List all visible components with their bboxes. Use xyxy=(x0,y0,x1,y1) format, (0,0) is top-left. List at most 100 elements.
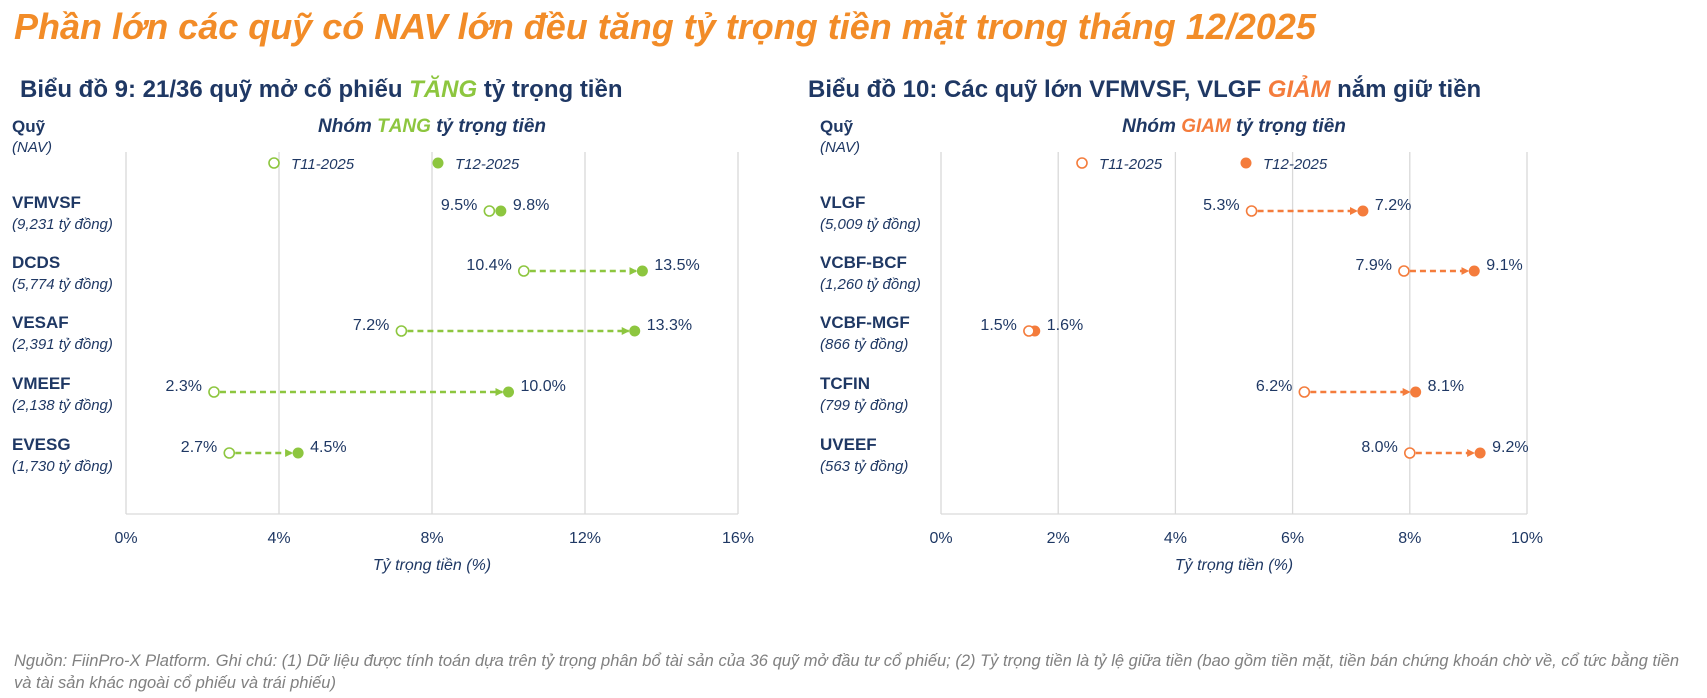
chart-10-fund-name: VCBF-BCF xyxy=(820,253,907,272)
chart-9-x-tick-label: 8% xyxy=(420,530,443,547)
chart-9-value-label-t11: 2.7% xyxy=(181,439,217,456)
chart-10-x-tick-label: 2% xyxy=(1047,530,1070,547)
chart-10-title-emphasis: GIẢM xyxy=(1267,76,1331,103)
chart-10-legend-marker-t11 xyxy=(1076,157,1088,169)
chart-9-point-t11 xyxy=(208,386,220,398)
chart-10-point-t11 xyxy=(1398,265,1410,277)
chart-9-point-t12 xyxy=(629,325,641,337)
chart-10-point-t11 xyxy=(1298,386,1311,398)
chart-10-point-t12 xyxy=(1474,447,1486,459)
chart-9-fund-name: VMEEF xyxy=(12,374,71,393)
chart-9-fund-name: EVESG xyxy=(12,435,71,454)
chart-10-x-tick-label: 4% xyxy=(1164,530,1187,547)
chart-10-legend-label-t12: T12-2025 xyxy=(1263,156,1328,173)
chart-9-value-label-t12: 10.0% xyxy=(521,378,566,395)
chart-9-fund-name: VFMVSF xyxy=(12,193,81,212)
chart-10-fund-name: TCFIN xyxy=(820,374,870,393)
chart-9-fund-nav: (5,774 tỷ đồng) xyxy=(12,276,113,293)
chart-10-fund-nav: (799 tỷ đồng) xyxy=(820,397,908,414)
chart-9-legend-label-t12: T12-2025 xyxy=(455,156,520,173)
chart-10-legend-label-t11: T11-2025 xyxy=(1099,156,1163,173)
chart-9-x-tick-label: 0% xyxy=(114,530,137,547)
chart-10-value-label-t12: 9.1% xyxy=(1486,257,1522,274)
chart-10-value-label-t11: 7.9% xyxy=(1355,257,1391,274)
chart-10-title: Biểu đồ 10: Các quỹ lớn VFMVSF, VLGF GIẢ… xyxy=(808,76,1481,104)
chart-10-value-label-t12: 9.2% xyxy=(1492,439,1528,456)
chart-9-fund-nav: (9,231 tỷ đồng) xyxy=(12,216,113,233)
chart-10-value-label-t11: 8.0% xyxy=(1361,439,1397,456)
chart-10-point-t11 xyxy=(1023,325,1035,337)
chart-9-title: Biểu đồ 9: 21/36 quỹ mở cổ phiếu TĂNG tỷ… xyxy=(20,76,622,104)
chart-10-group-title-emphasis: GIẢM xyxy=(1181,118,1232,137)
chart-9-value-label-t11: 10.4% xyxy=(466,257,511,274)
chart-10-point-t11 xyxy=(1403,447,1416,459)
chart-10-point-t11 xyxy=(1245,205,1258,217)
chart-9-point-t12 xyxy=(292,447,304,459)
chart-9-value-label-t11: 9.5% xyxy=(441,197,477,214)
chart-9-legend-marker-t11 xyxy=(268,157,280,169)
chart-10-point-t12 xyxy=(1468,265,1480,277)
chart-9-legend-label-t11: T11-2025 xyxy=(291,156,355,173)
chart-10-fund-nav: (5,009 tỷ đồng) xyxy=(820,216,921,233)
chart-10-title-suffix: nắm giữ tiền xyxy=(1330,76,1482,103)
chart-10-fund-name: VCBF-MGF xyxy=(820,313,910,332)
chart-10-value-label-t11: 1.5% xyxy=(980,317,1016,334)
chart-10-value-label-t11: 5.3% xyxy=(1203,197,1239,214)
chart-10-y-subheader: (NAV) xyxy=(820,139,860,156)
chart-9-point-t11 xyxy=(395,325,408,337)
chart-9-point-t11 xyxy=(483,205,496,217)
chart-9-point-t11 xyxy=(517,265,530,277)
chart-9-point-t12 xyxy=(636,265,648,277)
chart-10-x-tick-label: 10% xyxy=(1511,530,1543,547)
chart-10-y-header: Quỹ xyxy=(820,118,854,136)
chart-9-title-suffix: tỷ trọng tiền xyxy=(477,76,623,103)
chart-10-fund-nav: (563 tỷ đồng) xyxy=(820,458,908,475)
page-title: Phần lớn các quỹ có NAV lớn đều tăng tỷ … xyxy=(14,6,1316,47)
chart-9-title-emphasis: TĂNG xyxy=(409,76,478,103)
chart-9-group-title: Nhóm TĂNG tỷ trọng tiền xyxy=(318,118,546,137)
chart-9-point-t12 xyxy=(495,205,507,217)
chart-9-y-subheader: (NAV) xyxy=(12,139,52,156)
source-note: Nguồn: FiinPro-X Platform. Ghi chú: (1) … xyxy=(14,652,1680,692)
chart-9-group-title-prefix: Nhóm xyxy=(318,118,377,137)
chart-9-fund-nav: (1,730 tỷ đồng) xyxy=(12,458,113,475)
chart-10-x-axis-label: Tỷ trọng tiền (%) xyxy=(1175,557,1293,574)
chart-9-value-label-t12: 9.8% xyxy=(513,197,549,214)
chart-10-value-label-t11: 6.2% xyxy=(1256,378,1292,395)
chart-9-title-prefix: Biểu đồ 9: 21/36 quỹ mở cổ phiếu xyxy=(20,76,410,103)
chart-10-value-label-t12: 1.6% xyxy=(1047,317,1083,334)
chart-10-x-tick-label: 0% xyxy=(929,530,952,547)
chart-9-group-title-suffix: tỷ trọng tiền xyxy=(431,118,546,137)
chart-10-fund-nav: (866 tỷ đồng) xyxy=(820,336,908,353)
chart-9-fund-nav: (2,391 tỷ đồng) xyxy=(12,336,113,353)
chart-10-value-label-t12: 8.1% xyxy=(1428,378,1464,395)
chart-9-fund-name: DCDS xyxy=(12,253,60,272)
chart-10-decrease-group: Quỹ (NAV) Nhóm GIẢM tỷ trọng tiền 0% 2% 4% 6% 8… xyxy=(820,118,1543,574)
chart-10-fund-nav: (1,260 tỷ đồng) xyxy=(820,276,921,293)
chart-9-fund-nav: (2,138 tỷ đồng) xyxy=(12,397,113,414)
chart-10-group-title-prefix: Nhóm xyxy=(1122,118,1181,137)
chart-10-point-t12 xyxy=(1357,205,1369,217)
chart-9-x-tick-label: 12% xyxy=(569,530,601,547)
chart-10-x-tick-label: 8% xyxy=(1398,530,1421,547)
chart-9-fund-name: VESAF xyxy=(12,313,69,332)
chart-10-point-t12 xyxy=(1410,386,1422,398)
chart-9-x-tick-label: 4% xyxy=(267,530,290,547)
chart-10-title-prefix: Biểu đồ 10: Các quỹ lớn VFMVSF, VLGF xyxy=(808,76,1268,103)
chart-9-value-label-t11: 7.2% xyxy=(353,317,389,334)
chart-10-x-tick-label: 6% xyxy=(1281,530,1304,547)
chart-10-fund-name: VLGF xyxy=(820,193,865,212)
chart-9-y-header: Quỹ xyxy=(12,118,46,136)
chart-10-group-title: Nhóm GIẢM tỷ trọng tiền xyxy=(1122,118,1346,137)
chart-9-point-t12 xyxy=(503,386,514,398)
chart-9-value-label-t12: 4.5% xyxy=(310,439,346,456)
chart-9-x-tick-label: 16% xyxy=(722,530,754,547)
chart-10-group-title-suffix: tỷ trọng tiền xyxy=(1231,118,1346,137)
chart-9-value-label-t12: 13.3% xyxy=(647,317,692,334)
chart-9-legend-marker-t12 xyxy=(432,157,444,169)
chart-9-increase-group: Quỹ (NAV) Nhóm TĂNG tỷ trọng tiền 0% 4% 8% 12%… xyxy=(12,118,754,574)
chart-9-point-t11 xyxy=(223,447,236,459)
chart-9-value-label-t12: 13.5% xyxy=(654,257,699,274)
chart-9-value-label-t11: 2.3% xyxy=(166,378,202,395)
chart-10-value-label-t12: 7.2% xyxy=(1375,197,1411,214)
